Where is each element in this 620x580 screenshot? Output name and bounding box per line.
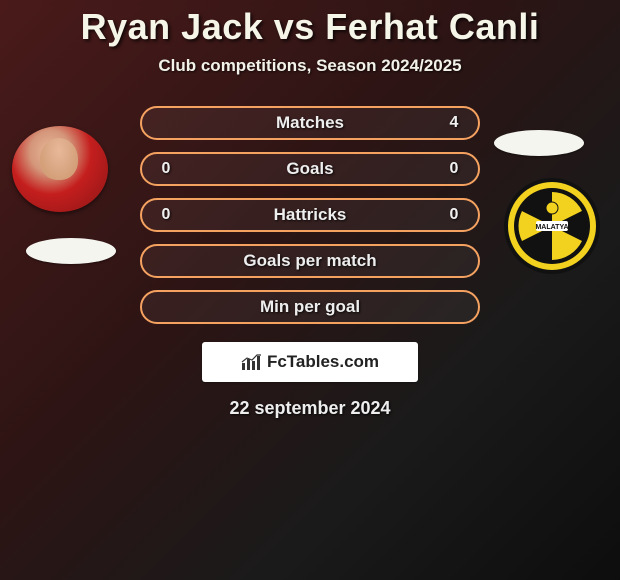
stat-label: Goals (142, 159, 478, 179)
chart-icon (241, 353, 263, 371)
stat-label: Min per goal (142, 297, 478, 317)
stat-row: Matches4 (140, 106, 480, 140)
date: 22 september 2024 (0, 398, 620, 419)
player2-team-badge-bg (494, 130, 584, 156)
stat-right-value: 4 (444, 114, 464, 132)
stat-left-value: 0 (156, 206, 176, 224)
stat-right-value: 0 (444, 160, 464, 178)
player1-photo (12, 126, 108, 212)
stat-row: Goals per match (140, 244, 480, 278)
player2-club-badge: MALATYA (502, 176, 602, 276)
subtitle: Club competitions, Season 2024/2025 (0, 56, 620, 76)
stat-label: Goals per match (142, 251, 478, 271)
branding-text: FcTables.com (267, 352, 379, 372)
stat-row: 0Hattricks0 (140, 198, 480, 232)
page-title: Ryan Jack vs Ferhat Canli (0, 6, 620, 48)
stat-right-value: 0 (444, 206, 464, 224)
svg-text:MALATYA: MALATYA (535, 224, 568, 231)
stat-row: Min per goal (140, 290, 480, 324)
stat-label: Matches (142, 113, 478, 133)
stat-left-value: 0 (156, 160, 176, 178)
branding[interactable]: FcTables.com (202, 342, 418, 382)
player1-team-badge (26, 238, 116, 264)
stat-row: 0Goals0 (140, 152, 480, 186)
stat-label: Hattricks (142, 205, 478, 225)
